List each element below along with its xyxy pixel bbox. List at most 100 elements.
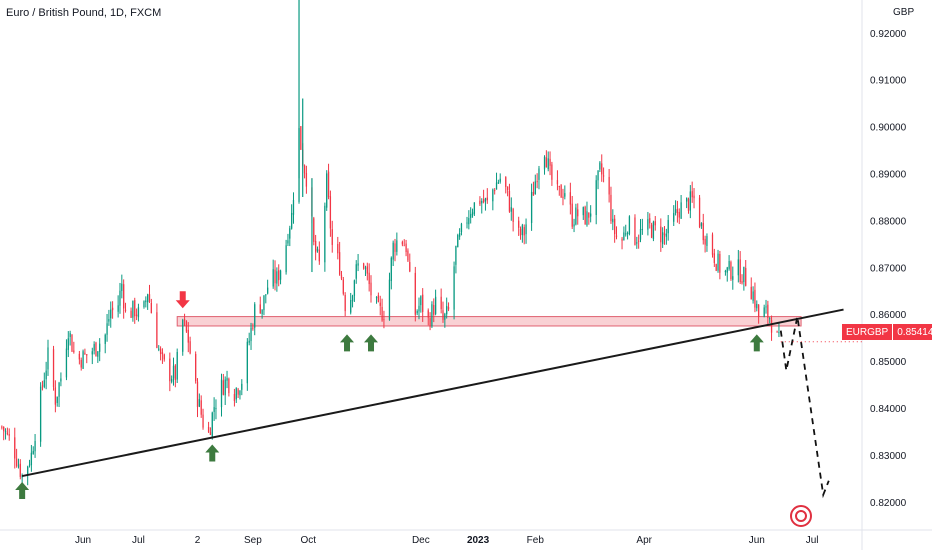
candle-body: [482, 199, 485, 203]
candle-body: [676, 208, 679, 214]
candle-body: [316, 248, 319, 251]
y-tick-label: 0.85000: [870, 357, 907, 368]
candle-body: [350, 300, 352, 313]
candle-body: [486, 197, 488, 201]
candle-body: [3, 426, 5, 432]
candle-body: [506, 186, 509, 191]
candle-body: [318, 249, 320, 262]
candle-body: [427, 310, 429, 318]
candle-body: [429, 318, 431, 327]
candle-body: [366, 266, 368, 274]
chart-title: Euro / British Pound, 1D, FXCM: [6, 7, 162, 19]
candle-body: [121, 283, 123, 291]
candle-body: [626, 232, 629, 235]
candle-body: [145, 300, 147, 303]
candle-body: [213, 407, 215, 412]
candle-body: [19, 463, 21, 477]
arrow-up-icon: [749, 334, 764, 352]
candle-body: [235, 388, 237, 400]
candle-body: [519, 228, 522, 236]
candle-body: [54, 387, 57, 405]
candle-body: [446, 306, 448, 315]
last-price-tag: EURGBP 0.85414: [842, 324, 932, 340]
candle-body: [662, 232, 664, 245]
candle-body: [582, 207, 584, 216]
candle-body: [91, 351, 93, 355]
candle-body: [41, 385, 44, 387]
arrow-up-icon: [15, 482, 30, 500]
candle-body: [261, 309, 263, 315]
y-tick-label: 0.82000: [870, 498, 907, 509]
candle-body: [492, 189, 494, 202]
currency-label: GBP: [893, 7, 915, 18]
candle-body: [381, 306, 383, 321]
tradingview-logo-icon[interactable]: [790, 505, 812, 527]
candle-body: [420, 296, 422, 306]
candle-body: [728, 260, 730, 269]
candle-body: [189, 341, 191, 354]
candle-body: [599, 162, 601, 170]
candle-body: [58, 382, 60, 397]
candle-body: [187, 329, 189, 343]
candle-body: [638, 240, 640, 242]
candle-body: [636, 242, 638, 244]
candle-body: [409, 262, 411, 272]
candle-body: [407, 250, 409, 261]
candle-body: [272, 269, 274, 287]
candles: [1, 0, 780, 486]
candle-body: [392, 242, 394, 260]
candle-body: [28, 464, 31, 466]
y-tick-label: 0.88000: [870, 216, 907, 227]
candle-body: [757, 304, 760, 317]
candle-body: [523, 227, 525, 236]
candle-body: [43, 380, 45, 387]
x-tick-label: Jul: [806, 535, 819, 546]
candle-body: [473, 202, 476, 214]
candle-body: [14, 437, 16, 459]
candle-body: [704, 238, 706, 245]
candle-body: [547, 158, 549, 170]
candle-body: [159, 348, 162, 354]
candle-body: [329, 196, 332, 229]
candle-body: [663, 233, 666, 236]
candle-body: [265, 294, 267, 296]
candle-body: [494, 190, 496, 192]
candle-body: [470, 214, 472, 218]
candle-body: [39, 386, 42, 442]
candle-body: [468, 218, 470, 225]
candle-body: [209, 432, 212, 436]
candle-body: [47, 347, 49, 370]
candle-body: [6, 432, 9, 434]
candle-body: [444, 313, 446, 320]
candle-body: [763, 307, 765, 318]
candle-body: [776, 331, 778, 333]
candle-body: [562, 196, 564, 199]
candle-body: [741, 281, 743, 284]
candle-body: [647, 219, 649, 230]
logo-inner-ring: [795, 510, 807, 522]
candle-body: [211, 412, 213, 437]
candle-body: [287, 240, 289, 244]
candle-body: [84, 352, 86, 354]
candle-body: [71, 334, 73, 352]
candle-body: [252, 327, 254, 329]
candle-body: [628, 216, 631, 234]
support-trendline: [21, 308, 844, 478]
candle-body: [21, 475, 23, 478]
candle-body: [176, 351, 178, 380]
candle-body: [351, 295, 354, 302]
candle-body: [508, 190, 511, 212]
candle-body: [233, 394, 236, 401]
candle-body: [525, 224, 527, 235]
candle-body: [185, 321, 188, 332]
candle-body: [278, 270, 280, 281]
candle-body: [621, 238, 623, 241]
candle-body: [390, 257, 392, 281]
candle-body: [279, 270, 282, 280]
candle-body: [667, 219, 669, 234]
candle-body: [220, 379, 223, 408]
candle-body: [719, 253, 721, 273]
candle-body: [715, 264, 717, 271]
projection-path: [779, 316, 830, 499]
